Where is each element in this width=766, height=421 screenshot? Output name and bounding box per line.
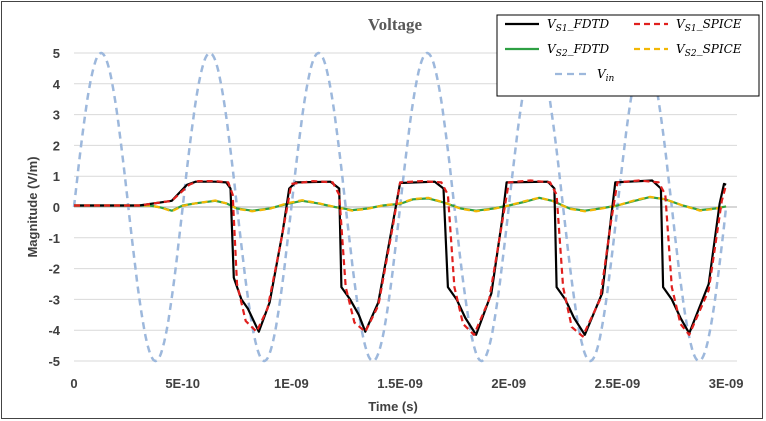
legend-label-vin: Vin — [597, 67, 615, 84]
x-tick-label: 1.5E-09 — [377, 376, 423, 391]
y-axis-title: Magnitude (V/m) — [25, 156, 40, 257]
y-tick-label: 4 — [53, 77, 61, 92]
y-tick-label: -3 — [48, 292, 60, 307]
y-tick-label: 2 — [53, 138, 60, 153]
y-tick-label: -1 — [48, 231, 60, 246]
y-tick-label: -2 — [48, 262, 60, 277]
x-axis-title: Time (s) — [368, 399, 418, 414]
x-tick-label: 2.5E-09 — [595, 376, 641, 391]
legend: VS1_FDTD VS1_SPICE VS2_FDTD VS2_SPICE Vin — [496, 14, 760, 97]
series-line-vs2-spice — [74, 195, 727, 213]
legend-label-vs2-fdtd: VS2_FDTD — [547, 42, 610, 59]
y-tick-label: -5 — [48, 354, 60, 369]
legend-label-vs1-spice: VS1_SPICE — [676, 17, 742, 34]
x-tick-label: 3E-09 — [709, 376, 744, 391]
legend-label-vs1-fdtd: VS1_FDTD — [547, 17, 610, 34]
legend-box — [496, 14, 760, 97]
series-line-vin — [72, 51, 728, 363]
legend-label-vs2-spice: VS2_SPICE — [676, 42, 742, 59]
x-tick-label: 1E-09 — [274, 376, 309, 391]
x-tick-label: 0 — [70, 376, 77, 391]
x-tick-label: 5E-10 — [165, 376, 200, 391]
y-tick-label: 0 — [53, 200, 60, 215]
y-tick-label: 1 — [53, 169, 60, 184]
series-line-vs1-spice — [74, 179, 728, 338]
y-tick-label: 5 — [53, 46, 60, 61]
gridlines — [74, 52, 737, 362]
y-tick-label: -4 — [48, 323, 60, 338]
x-tick-label: 2E-09 — [491, 376, 526, 391]
chart-title: Voltage — [368, 15, 423, 34]
axes: 5 4 3 2 1 0 -1 -2 -3 -4 -5 0 5E-10 1E-09 1.5E-09 2E-09 2… — [48, 46, 743, 391]
y-tick-label: 3 — [53, 108, 60, 123]
series-group — [72, 51, 728, 363]
